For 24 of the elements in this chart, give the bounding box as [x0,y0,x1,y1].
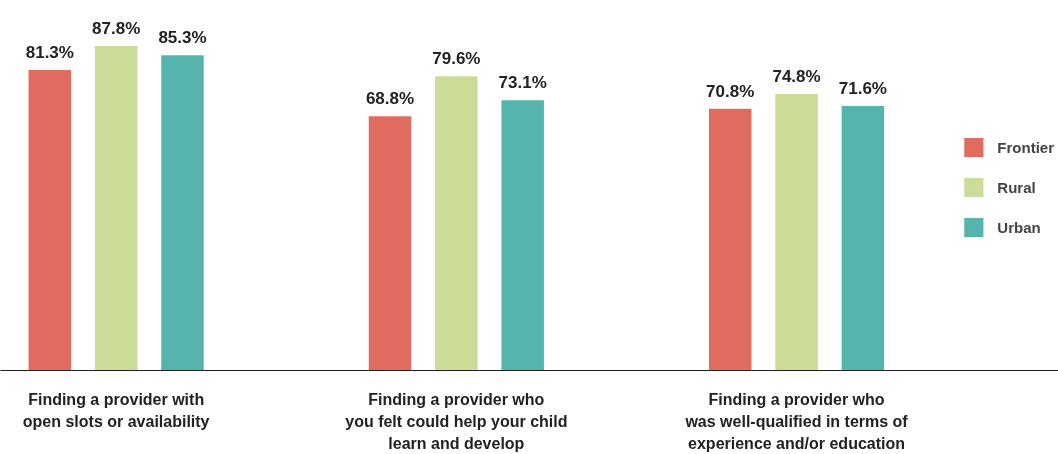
bar [501,100,544,371]
x-tick-label: Finding a provider who you felt could help your child learn and develop [345,390,568,452]
data-label: 73.1% [498,73,547,93]
data-label: 85.3% [158,28,207,48]
legend-label: Frontier [997,138,1054,156]
legend-label: Urban [997,218,1041,236]
data-label: 87.8% [92,19,141,39]
bar [368,116,412,371]
bar [708,108,752,371]
bar [94,46,138,371]
x-tick-label: Finding a provider with open slots or availability [22,390,210,430]
bar [435,76,478,371]
data-label: 68.8% [365,89,415,109]
bar [28,70,72,371]
data-label: 81.3% [25,43,74,63]
bar [841,105,885,371]
data-label: 70.8% [706,81,755,101]
x-tick-label: Finding a provider who was well-qualified in terms of experience and/or education [684,390,909,452]
bar [161,55,204,371]
legend-label: Rural [997,178,1036,196]
data-label: 79.6% [432,49,481,69]
bar [775,94,818,371]
data-label: 74.8% [772,67,821,87]
data-label: 71.6% [838,78,887,98]
